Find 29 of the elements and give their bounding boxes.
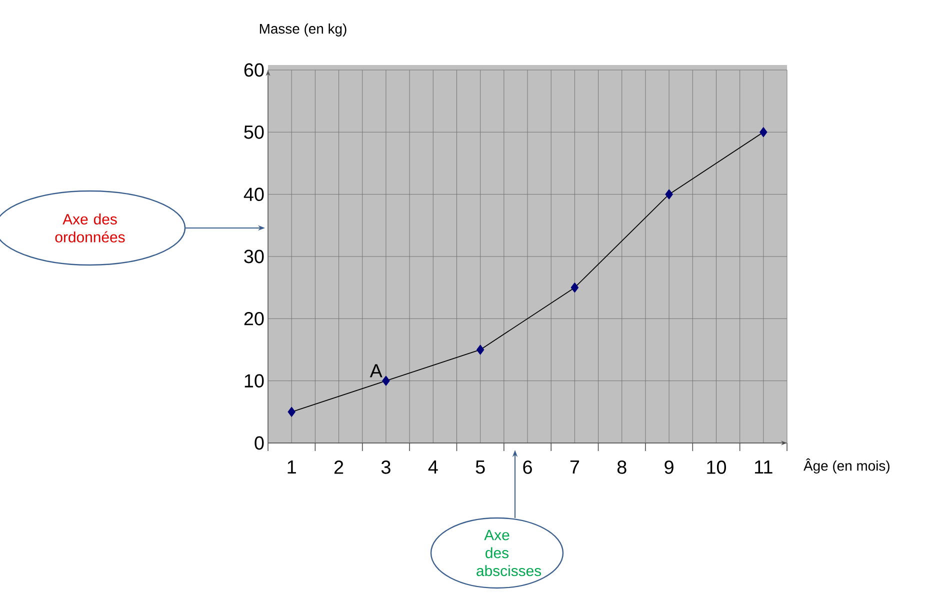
x-tick-label: 11 [755,460,772,474]
text: Axe des abscisses [476,530,542,576]
y-tick-label: 10 [244,374,264,388]
point [665,189,673,200]
x-tick-label: 5 [476,460,485,474]
x-axis-title: Âge (en mois) [804,458,890,474]
y-tick-label: 30 [244,250,264,264]
y-tick-label: 50 [244,125,264,139]
text: Axe des ordonnées [55,214,125,242]
x-tick-label: 8 [617,460,626,474]
annotation: A [370,364,382,378]
point [570,282,579,293]
point [288,406,296,417]
x-tick-label: 7 [570,460,580,474]
y-tick-label: 60 [244,63,264,77]
x-tick-label: 3 [381,460,390,474]
y-tick-label: 20 [244,312,264,326]
y-tick-label: 0 [254,436,264,450]
x-tick-label: 6 [523,460,532,474]
y-tick-label: 40 [244,188,264,202]
x-tick-label: 1 [288,460,296,474]
point [760,127,768,138]
y-axis-title: Masse (en kg) [260,23,346,36]
x-tick-label: 9 [664,460,674,474]
x-tick-label: 4 [428,460,438,474]
point [382,376,390,386]
x-tick-label: 10 [707,460,726,474]
x-tick-label: 2 [334,460,344,474]
point [476,344,484,355]
